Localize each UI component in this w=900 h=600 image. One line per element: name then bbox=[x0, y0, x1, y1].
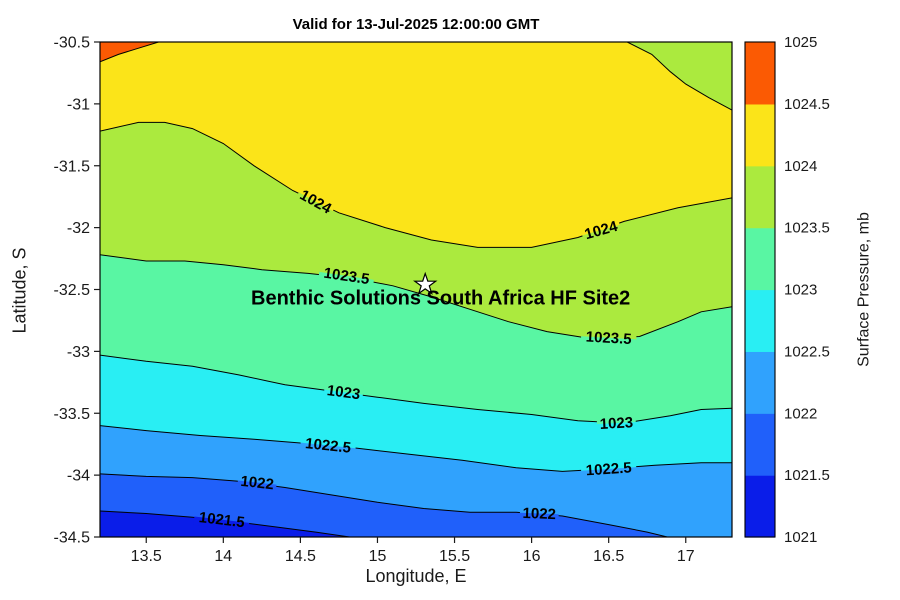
svg-text:1022.5: 1022.5 bbox=[304, 435, 351, 457]
x-tick-label: 14 bbox=[214, 548, 232, 565]
colorbar-tick-label: 1025 bbox=[784, 34, 817, 51]
colorbar-tick-label: 1023 bbox=[784, 282, 817, 299]
svg-text:1023: 1023 bbox=[326, 382, 361, 403]
colorbar-band bbox=[745, 413, 775, 476]
y-tick-label: -34 bbox=[67, 468, 90, 485]
contour-line-1023 bbox=[100, 354, 732, 424]
contour-label: 1023.5 bbox=[580, 327, 637, 348]
colorbar-tick-label: 1024 bbox=[784, 158, 817, 175]
x-tick-label: 15.5 bbox=[439, 548, 470, 565]
contour-label: 1023.5 bbox=[318, 263, 376, 289]
x-tick-label: 14.5 bbox=[285, 548, 316, 565]
contour-line-1022 bbox=[100, 473, 668, 537]
contour-line-1024.5 bbox=[100, 42, 159, 63]
svg-text:1022.5: 1022.5 bbox=[585, 459, 632, 479]
contour-line-1023.5 bbox=[100, 254, 732, 340]
site-marker-star bbox=[413, 271, 438, 295]
colorbar-tick-label: 1023.5 bbox=[784, 220, 830, 237]
colorbar-band bbox=[745, 227, 775, 291]
colorbar-band bbox=[745, 42, 775, 105]
colorbar-tick-label: 1024.5 bbox=[784, 96, 830, 113]
contour-label: 1022.5 bbox=[580, 458, 637, 479]
svg-text:1023: 1023 bbox=[599, 414, 633, 433]
contour-label: 1022 bbox=[519, 504, 560, 523]
colorbar-tick-label: 1022 bbox=[784, 405, 817, 422]
contour-label: 1022 bbox=[237, 472, 278, 493]
x-tick-label: 16.5 bbox=[593, 548, 624, 565]
band-region-1 bbox=[627, 42, 732, 111]
contour-line-1022.5 bbox=[100, 425, 732, 472]
contour-label: 1022.5 bbox=[299, 434, 357, 457]
contour-line-1024 bbox=[626, 42, 732, 111]
contour-label: 1023 bbox=[323, 381, 364, 403]
colorbar-band bbox=[745, 351, 775, 414]
x-tick-label: 13.5 bbox=[131, 548, 162, 565]
site-annotation-text: Benthic Solutions South Africa HF Site2 bbox=[251, 287, 630, 309]
x-tick-label: 17 bbox=[677, 548, 695, 565]
x-tick-label: 15 bbox=[369, 548, 387, 565]
y-tick-label: -32.5 bbox=[54, 282, 91, 299]
svg-text:1022: 1022 bbox=[522, 505, 556, 523]
contour-label: 1021.5 bbox=[193, 508, 251, 532]
svg-text:1022: 1022 bbox=[240, 473, 275, 493]
svg-text:1023.5: 1023.5 bbox=[323, 265, 371, 288]
svg-text:1021.5: 1021.5 bbox=[198, 509, 246, 531]
colorbar-band bbox=[745, 289, 775, 352]
y-tick-label: -32 bbox=[67, 220, 90, 237]
y-tick-label: -31 bbox=[67, 96, 90, 113]
colorbar-tick-label: 1021 bbox=[784, 529, 817, 546]
colorbar-label: Surface Pressure, mb bbox=[855, 212, 873, 367]
colorbar-tick-label: 1021.5 bbox=[784, 467, 830, 484]
chart-title: Valid for 13-Jul-2025 12:00:00 GMT bbox=[292, 16, 540, 33]
y-tick-label: -34.5 bbox=[54, 530, 91, 547]
y-axis-label: Latitude, S bbox=[9, 247, 30, 334]
contour-line-layer bbox=[100, 42, 732, 537]
y-tick-label: -33.5 bbox=[54, 406, 91, 423]
colorbar-tick-label: 1022.5 bbox=[784, 343, 830, 360]
colorbar-band bbox=[745, 103, 775, 167]
x-axis-label: Longitude, E bbox=[365, 566, 467, 586]
y-tick-label: -33 bbox=[67, 344, 90, 361]
colorbar-frame bbox=[744, 41, 776, 538]
y-tick-label: -31.5 bbox=[54, 158, 91, 175]
colorbar-band bbox=[745, 165, 775, 229]
band-region-0 bbox=[100, 42, 159, 62]
svg-text:1023.5: 1023.5 bbox=[585, 329, 632, 348]
y-tick-label: -30.5 bbox=[54, 35, 91, 52]
x-tick-label: 16 bbox=[523, 548, 541, 565]
colorbar-band bbox=[745, 475, 775, 538]
contour-label: 1023 bbox=[596, 413, 637, 433]
